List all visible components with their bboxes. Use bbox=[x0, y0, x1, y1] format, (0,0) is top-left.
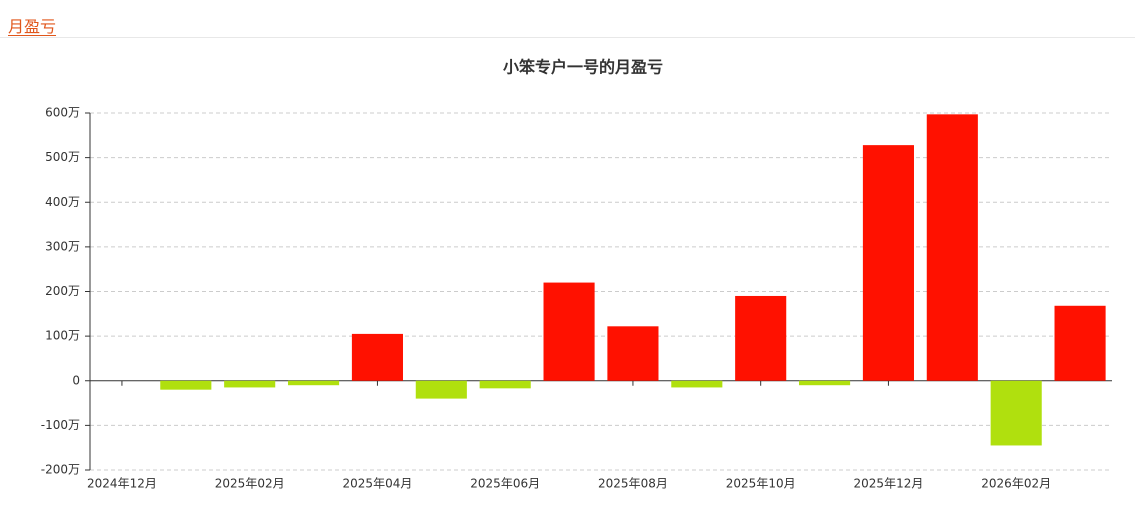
x-tick-label: 2025年10月 bbox=[726, 477, 796, 491]
chart-title: 小笨专户一号的月盈亏 bbox=[503, 58, 663, 77]
section-title: 月盈亏 bbox=[8, 17, 57, 36]
x-tick-label: 2026年02月 bbox=[981, 477, 1051, 491]
bar bbox=[671, 380, 723, 388]
bar bbox=[926, 114, 978, 381]
bar bbox=[735, 295, 787, 381]
bar bbox=[1054, 305, 1106, 381]
x-tick-label: 2024年12月 bbox=[87, 477, 157, 491]
bar bbox=[479, 380, 531, 389]
x-tick-label: 2025年06月 bbox=[470, 477, 540, 491]
x-tick-label: 2025年08月 bbox=[598, 477, 668, 491]
bar bbox=[351, 333, 403, 381]
y-tick-label: 400万 bbox=[45, 195, 80, 209]
divider bbox=[0, 37, 1135, 38]
y-tick-label: 0 bbox=[72, 373, 80, 387]
x-tick-label: 2025年04月 bbox=[343, 477, 413, 491]
bar bbox=[990, 380, 1042, 446]
y-tick-label: 500万 bbox=[45, 150, 80, 164]
bar bbox=[160, 380, 212, 390]
x-tick-label: 2025年12月 bbox=[854, 477, 924, 491]
y-tick-label: 600万 bbox=[45, 106, 80, 120]
y-tick-label: 100万 bbox=[45, 329, 80, 343]
bar bbox=[543, 282, 595, 381]
y-tick-label: -200万 bbox=[41, 463, 80, 477]
bar bbox=[415, 380, 467, 399]
y-tick-label: 200万 bbox=[45, 284, 80, 298]
bar bbox=[288, 380, 340, 386]
bar bbox=[224, 380, 276, 388]
y-tick-label: -100万 bbox=[41, 418, 80, 432]
bar bbox=[799, 380, 851, 386]
y-tick-label: 300万 bbox=[45, 239, 80, 253]
bar bbox=[607, 326, 659, 381]
bar bbox=[862, 145, 914, 381]
x-tick-label: 2025年02月 bbox=[215, 477, 285, 491]
